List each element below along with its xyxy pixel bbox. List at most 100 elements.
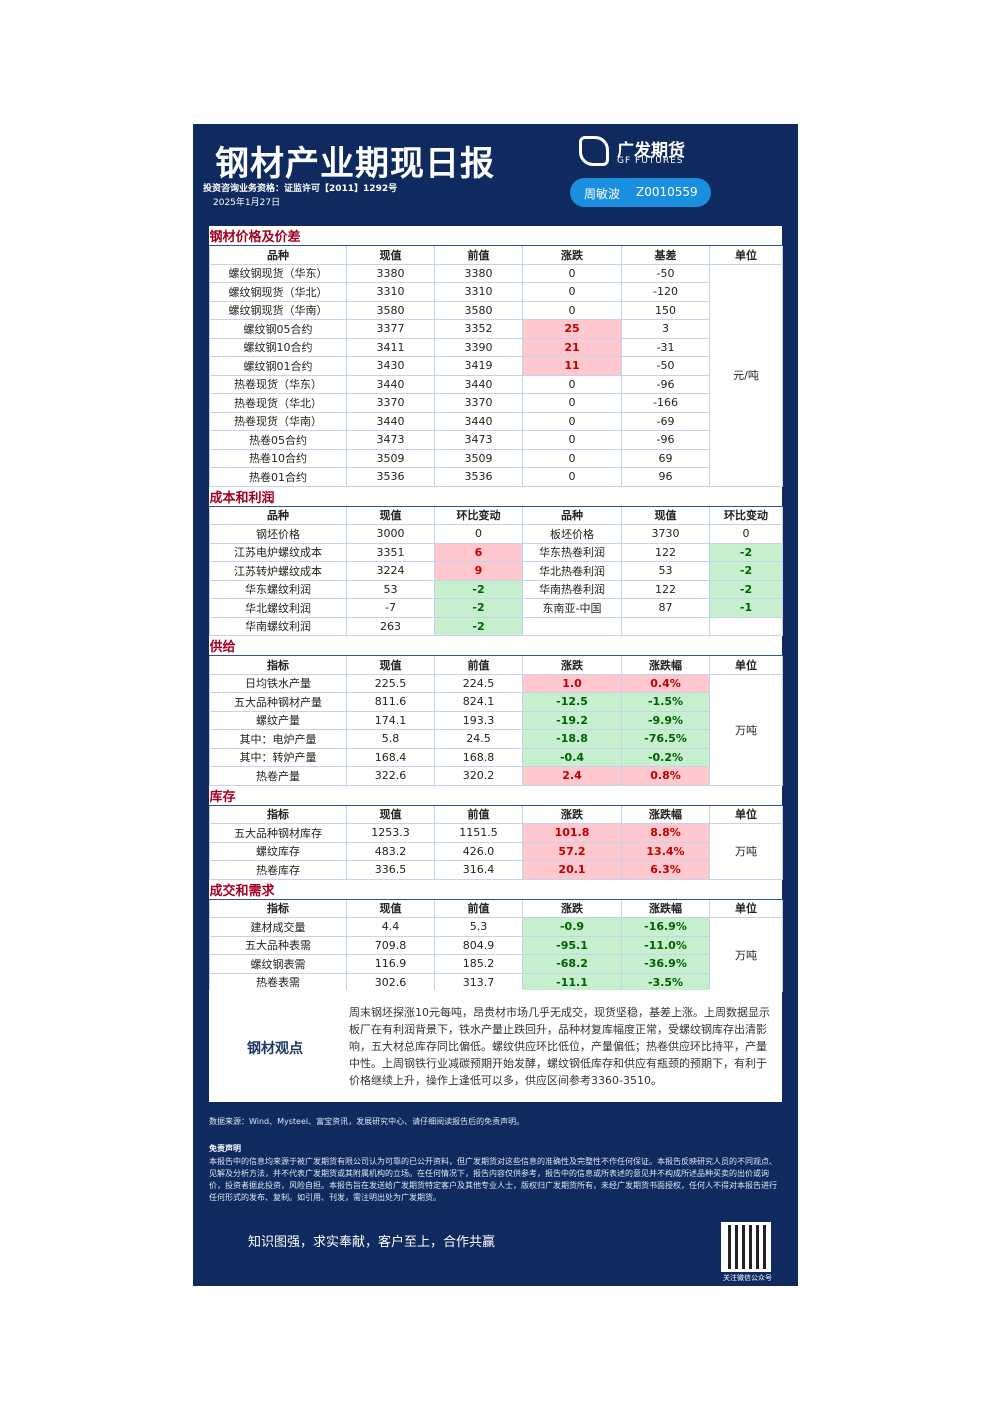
report-panel: 钢材产业期现日报 投资咨询业务资格：证监许可【2011】1292号 2025年1…	[193, 124, 798, 1286]
cell: 21	[522, 337, 622, 357]
column-header: 涨跌	[522, 804, 622, 824]
column-header: 指标	[209, 804, 347, 824]
logo-en: GF FUTURES	[617, 156, 684, 166]
analyst-id: Z0010559	[636, 185, 698, 199]
analyst-name: 周敏波	[584, 187, 621, 201]
cell: 3370	[434, 393, 523, 413]
header-row: 指标 现值 前值 涨跌 涨跌幅 单位	[209, 804, 784, 824]
data-row: 五大品种钢材库存 1253.3 1151.5 101.8 8.8% 万吨	[209, 823, 784, 880]
disclaimer-title: 免责声明	[209, 1144, 241, 1153]
cell: 华北螺纹利润	[209, 598, 347, 618]
cell: 3430	[346, 356, 435, 376]
cell: 0.4%	[621, 673, 710, 693]
empty-cell	[621, 616, 710, 636]
cell: 168.8	[434, 747, 523, 767]
cell: 483.2	[346, 841, 435, 861]
empty-cell	[522, 616, 622, 636]
cell: -9.9%	[621, 710, 710, 730]
cell: 3390	[434, 337, 523, 357]
cell: 3224	[346, 561, 435, 581]
cell: -2	[708, 561, 784, 581]
unit: 元/吨	[708, 263, 784, 487]
cell: 322.6	[346, 766, 435, 786]
column-header: 现值	[346, 804, 435, 824]
license: 投资咨询业务资格：证监许可【2011】1292号	[203, 184, 398, 194]
cell: 3000	[346, 524, 435, 544]
cell: 263	[346, 616, 435, 636]
section-title-row: 库存	[209, 785, 783, 806]
cell: 336.5	[346, 860, 435, 880]
cell: 华北热卷利润	[522, 561, 622, 581]
cell: -31	[621, 337, 710, 357]
column-header: 涨跌	[522, 655, 622, 675]
unit: 万吨	[708, 823, 784, 880]
column-header: 单位	[708, 898, 784, 918]
cell: 8.8%	[621, 823, 710, 843]
cell: 302.6	[346, 972, 435, 992]
data-row: 华北螺纹利润 -7 -2 东南亚-中国 87 -1	[209, 598, 784, 618]
cell: 6.3%	[621, 860, 710, 880]
cell: 建材成交量	[209, 917, 347, 937]
cell: 螺纹钢05合约	[209, 319, 347, 339]
cell: 0	[708, 524, 784, 544]
data-row: 热卷01合约 3536 3536 0 96	[209, 467, 783, 487]
cell: 3580	[434, 300, 523, 320]
cell: 0	[522, 430, 622, 450]
cell: 2.4	[522, 766, 622, 786]
cell: 3310	[346, 282, 435, 302]
cell: 122	[621, 579, 710, 599]
cell: 0	[522, 263, 622, 283]
unit: 万吨	[708, 673, 784, 786]
cell: 122	[621, 542, 710, 562]
cell: -0.4	[522, 747, 622, 767]
data-row: 其中：转炉产量 168.4 168.8 -0.4 -0.2%	[209, 747, 783, 767]
cell: 五大品种钢材产量	[209, 692, 347, 712]
cell: 174.1	[346, 710, 435, 730]
cell: 五大品种钢材库存	[209, 823, 347, 843]
header-row: 指标 现值 前值 涨跌 涨跌幅 单位	[209, 898, 784, 918]
section-title: 成本和利润	[209, 486, 783, 507]
data-row: 江苏电炉螺纹成本 3351 6 华东热卷利润 122 -2	[209, 542, 784, 562]
section-table: 供给 指标 现值 前值 涨跌 涨跌幅 单位 日均铁水产量 225.5 224.5 1.0 0.4% 万吨…	[209, 636, 784, 786]
data-row: 螺纹产量 174.1 193.3 -19.2 -9.9%	[209, 710, 783, 730]
data-tables: 钢材价格及价差 品种 现值 前值 涨跌 基差 单位 螺纹钢现货（华东） 3380 3380 0 -50…	[209, 226, 784, 992]
cell: 804.9	[434, 935, 523, 955]
cell: -36.9%	[621, 954, 710, 974]
cell: 4.4	[346, 917, 435, 937]
cell: -95.1	[522, 935, 622, 955]
cell: 150	[621, 300, 710, 320]
data-row: 热卷表需 302.6 313.7 -11.1 -3.5%	[209, 972, 783, 992]
cell: 3419	[434, 356, 523, 376]
cell: 426.0	[434, 841, 523, 861]
data-row: 热卷10合约 3509 3509 0 69	[209, 448, 783, 468]
column-header: 品种	[209, 245, 347, 265]
cell: -1	[708, 598, 784, 618]
section-title: 成交和需求	[209, 879, 783, 900]
column-header: 涨跌幅	[621, 898, 710, 918]
data-row: 建材成交量 4.4 5.3 -0.9 -16.9% 万吨	[209, 917, 784, 992]
column-header: 环比变动	[434, 505, 523, 525]
data-row: 其中：电炉产量 5.8 24.5 -18.8 -76.5%	[209, 729, 783, 749]
column-header: 指标	[209, 898, 347, 918]
cell: 其中：转炉产量	[209, 747, 347, 767]
cell: 96	[621, 467, 710, 487]
cell: -50	[621, 356, 710, 376]
cell: -2	[708, 542, 784, 562]
cell: 0	[522, 393, 622, 413]
section-title-row: 供给	[209, 636, 783, 656]
cell: 87	[621, 598, 710, 618]
cell: 3580	[346, 300, 435, 320]
cell: 3370	[346, 393, 435, 413]
data-row: 螺纹钢01合约 3430 3419 11 -50	[209, 356, 783, 376]
cell: -19.2	[522, 710, 622, 730]
cell: 320.2	[434, 766, 523, 786]
column-header: 涨跌	[522, 245, 622, 265]
cell: 螺纹钢01合约	[209, 356, 347, 376]
cell: 3536	[434, 467, 523, 487]
cell: 螺纹库存	[209, 841, 347, 861]
cell: 3377	[346, 319, 435, 339]
cell: 热卷05合约	[209, 430, 347, 450]
cell: 57.2	[522, 841, 622, 861]
cell: 热卷产量	[209, 766, 347, 786]
